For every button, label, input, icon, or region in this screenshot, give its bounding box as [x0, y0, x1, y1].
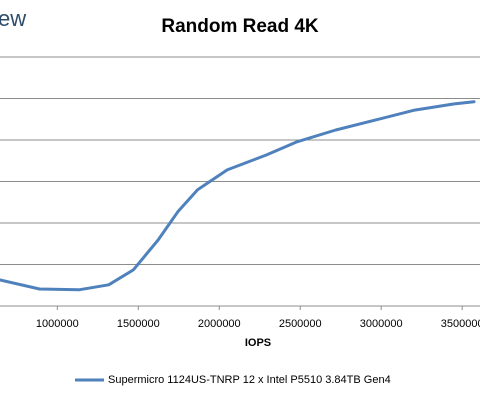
x-tick-label: 2000000 [198, 318, 241, 330]
chart-title: Random Read 4K [161, 16, 319, 37]
x-tick-label: 3000000 [360, 318, 403, 330]
x-tick-label: 3500000 [441, 318, 480, 330]
legend-label: Supermicro 1124US-TNRP 12 x Intel P5510 … [108, 374, 391, 386]
x-tick-label: 1000000 [36, 318, 79, 330]
series-line [0, 100, 476, 292]
x-axis-label: IOPS [245, 337, 271, 349]
watermark: ew [0, 6, 26, 31]
x-tick-label: 2500000 [279, 318, 322, 330]
x-tick-label: 1500000 [117, 318, 160, 330]
